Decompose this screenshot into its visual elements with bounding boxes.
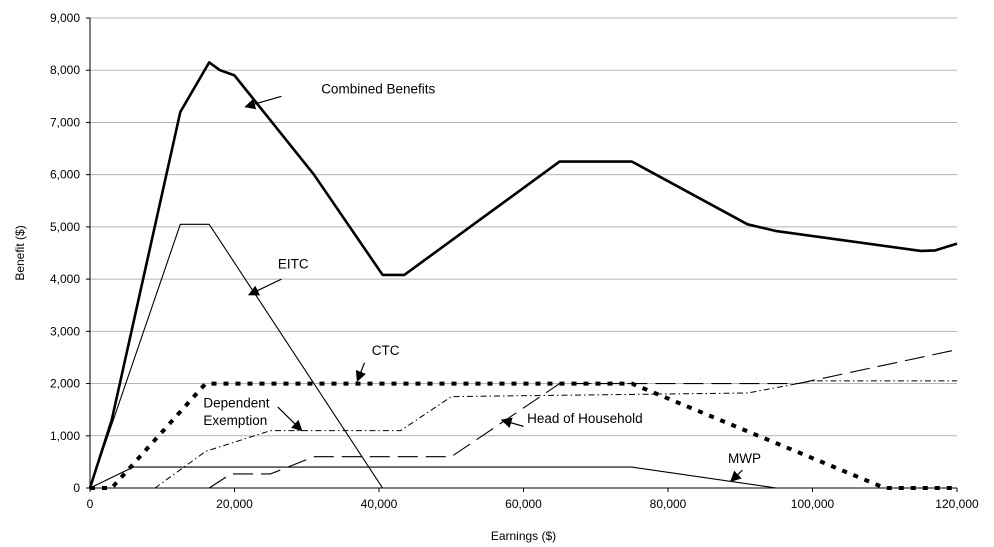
annotation-arrow: [247, 278, 282, 296]
annotation-label: EITC: [278, 257, 309, 272]
annotation-label: Exemption: [203, 413, 267, 428]
y-tick-label: 8,000: [50, 63, 80, 77]
x-tick-label: 120,000: [935, 497, 979, 511]
annotation-label: CTC: [372, 343, 400, 358]
y-tick-label: 2,000: [50, 377, 80, 391]
y-tick-label: 7,000: [50, 115, 80, 129]
series-line-mwp: [89, 466, 957, 489]
y-tick-label: 9,000: [50, 11, 80, 25]
y-tick-label: 4,000: [50, 272, 80, 286]
tick-labels: 0 1,000 2,000 3,000 4,000 5,000 6,000 7,000 8,00…: [50, 11, 979, 511]
gridlines: [90, 17, 957, 437]
y-tick-label: 0: [73, 481, 80, 495]
x-tick-label: 0: [87, 497, 94, 511]
annotation-arrow: [355, 362, 366, 382]
annotation-label: Dependent: [203, 396, 269, 411]
y-tick-label: 6,000: [50, 168, 80, 182]
x-tick-label: 100,000: [791, 497, 835, 511]
series-line-eitc: [89, 223, 384, 489]
x-tick-label: 40,000: [361, 497, 398, 511]
series-line-head-of-household: [208, 349, 958, 489]
series-lines: [88, 61, 958, 490]
y-tick-label: 3,000: [50, 324, 80, 338]
annotation-arrow: [500, 417, 524, 428]
y-tick-label: 1,000: [50, 429, 80, 443]
x-axis-title: Earnings ($): [491, 529, 556, 543]
x-tick-label: 60,000: [505, 497, 542, 511]
annotation-arrow: [730, 469, 743, 482]
annotation-arrow: [244, 95, 282, 110]
annotation-arrow: [277, 406, 303, 432]
y-tick-label: 5,000: [50, 220, 80, 234]
annotation-label: Combined Benefits: [321, 82, 435, 97]
y-axis-title: Benefit ($): [13, 225, 27, 280]
x-tick-label: 20,000: [216, 497, 253, 511]
annotations: Combined Benefits EITC CTC Dependent Exempti…: [203, 82, 761, 482]
x-tick-label: 80,000: [650, 497, 687, 511]
series-line-combined-benefits: [88, 61, 958, 489]
annotation-label: MWP: [728, 451, 761, 466]
annotation-label: Head of Household: [527, 411, 643, 426]
series-line-ctc: [90, 381, 957, 490]
